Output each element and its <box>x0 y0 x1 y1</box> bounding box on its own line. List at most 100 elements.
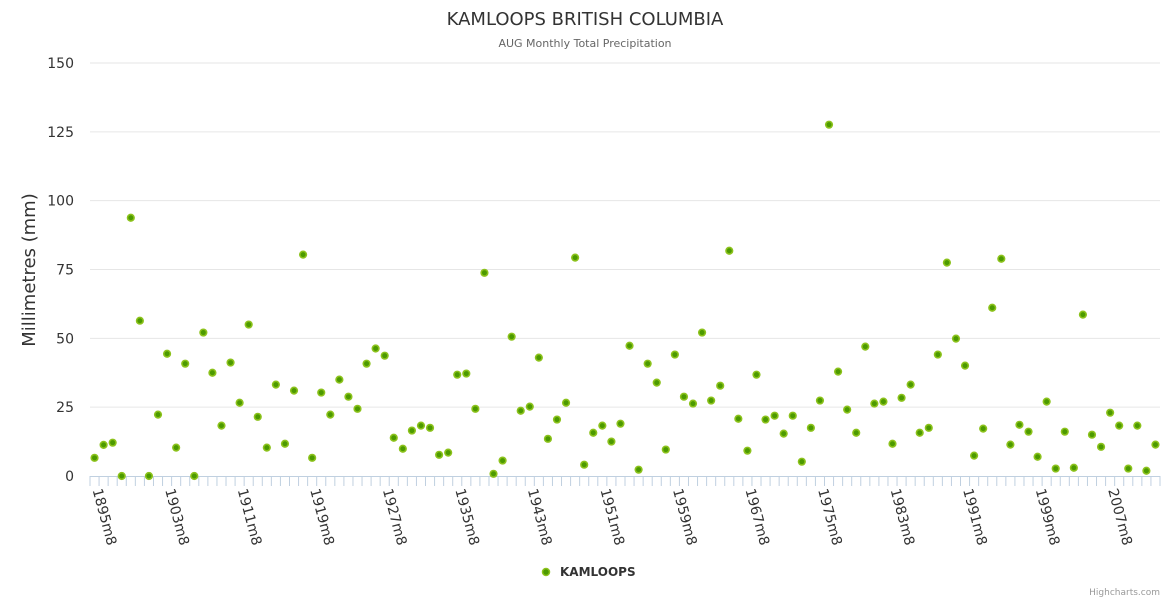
data-point <box>725 246 734 255</box>
data-point <box>1115 421 1124 430</box>
data-point <box>444 448 453 457</box>
data-point <box>543 434 553 443</box>
data-point <box>951 334 961 343</box>
data-point <box>99 440 108 449</box>
data-point <box>770 411 779 420</box>
data-point <box>1142 466 1151 475</box>
data-point <box>852 428 861 437</box>
data-point <box>435 450 444 459</box>
data-point <box>1078 310 1088 319</box>
data-point <box>1087 430 1097 439</box>
data-point <box>153 410 163 419</box>
data-point <box>788 411 797 420</box>
grid-lines <box>90 62 1160 408</box>
data-point <box>915 428 924 437</box>
legend-item-kamloops[interactable]: KAMLOOPS <box>541 565 636 579</box>
data-point <box>734 414 743 423</box>
x-tick-label: 1999m8 <box>1032 487 1063 547</box>
data-point <box>797 457 806 466</box>
y-axis-title: Millimetres (mm) <box>19 193 40 347</box>
data-point <box>861 342 870 351</box>
x-tick-label: 1903m8 <box>161 487 192 547</box>
x-tick-label: 1975m8 <box>814 487 845 547</box>
data-point <box>162 349 172 358</box>
data-point <box>752 370 761 379</box>
data-point <box>906 380 915 389</box>
legend-marker <box>541 567 551 577</box>
data-point <box>108 438 117 447</box>
data-point <box>743 446 752 455</box>
data-point <box>289 386 299 395</box>
data-point <box>942 258 952 267</box>
data-point <box>262 443 271 452</box>
data-point <box>416 421 426 430</box>
data-point <box>815 396 825 405</box>
data-point <box>806 423 815 432</box>
data-point <box>970 451 979 460</box>
data-point <box>199 328 208 337</box>
data-point <box>425 423 435 432</box>
data-point <box>580 460 589 469</box>
x-tick-label: 2007m8 <box>1104 487 1135 547</box>
data-point <box>879 397 888 406</box>
data-point <box>960 361 970 370</box>
data-point <box>380 351 389 360</box>
data-point <box>1051 464 1060 473</box>
data-point <box>126 213 135 222</box>
data-point <box>172 443 181 452</box>
data-point <box>144 471 154 481</box>
data-point <box>688 399 698 408</box>
data-point <box>1060 427 1069 436</box>
data-point <box>625 341 634 350</box>
data-point <box>589 428 598 437</box>
data-point <box>1106 408 1115 417</box>
data-point <box>117 471 126 481</box>
credits-link[interactable]: Highcharts.com <box>1089 588 1160 598</box>
y-tick-label: 150 <box>47 56 74 72</box>
data-point <box>897 393 906 402</box>
data-point <box>552 415 562 424</box>
data-point <box>407 426 417 435</box>
data-point <box>843 405 852 414</box>
data-point <box>235 398 244 407</box>
data-point <box>498 456 507 465</box>
legend-label: KAMLOOPS <box>560 565 636 579</box>
x-tick-label: 1951m8 <box>596 487 627 547</box>
data-point <box>933 350 942 359</box>
data-point <box>1033 452 1042 461</box>
data-point <box>824 120 834 129</box>
data-point <box>616 419 625 428</box>
data-point <box>480 268 489 277</box>
data-point <box>190 471 199 481</box>
y-tick-label: 25 <box>56 400 74 416</box>
y-tick-label: 100 <box>47 194 74 210</box>
x-tick-label: 1943m8 <box>524 487 555 547</box>
x-tick-label: 1927m8 <box>379 487 410 547</box>
data-point <box>326 410 335 419</box>
data-point <box>607 437 616 446</box>
x-tick-label: 1895m8 <box>89 487 120 547</box>
x-tick-label: 1991m8 <box>959 487 990 547</box>
data-point <box>353 404 362 413</box>
x-tick-label: 1919m8 <box>306 487 337 547</box>
data-point <box>226 358 235 367</box>
data-point <box>598 421 607 430</box>
data-point <box>489 469 498 478</box>
data-point <box>453 370 462 379</box>
data-point <box>471 404 480 413</box>
data-point <box>217 421 226 430</box>
data-point <box>643 359 652 368</box>
data-point <box>516 406 525 415</box>
data-point <box>181 359 190 368</box>
data-point <box>716 381 725 390</box>
data-point <box>924 423 933 432</box>
x-tick-label: 1967m8 <box>742 487 773 547</box>
data-point <box>761 415 770 424</box>
x-tick-label: 1911m8 <box>234 487 265 547</box>
data-point <box>707 396 716 405</box>
data-point <box>271 380 280 389</box>
data-point <box>561 398 571 407</box>
data-point <box>335 375 344 384</box>
data-point <box>1042 397 1051 406</box>
